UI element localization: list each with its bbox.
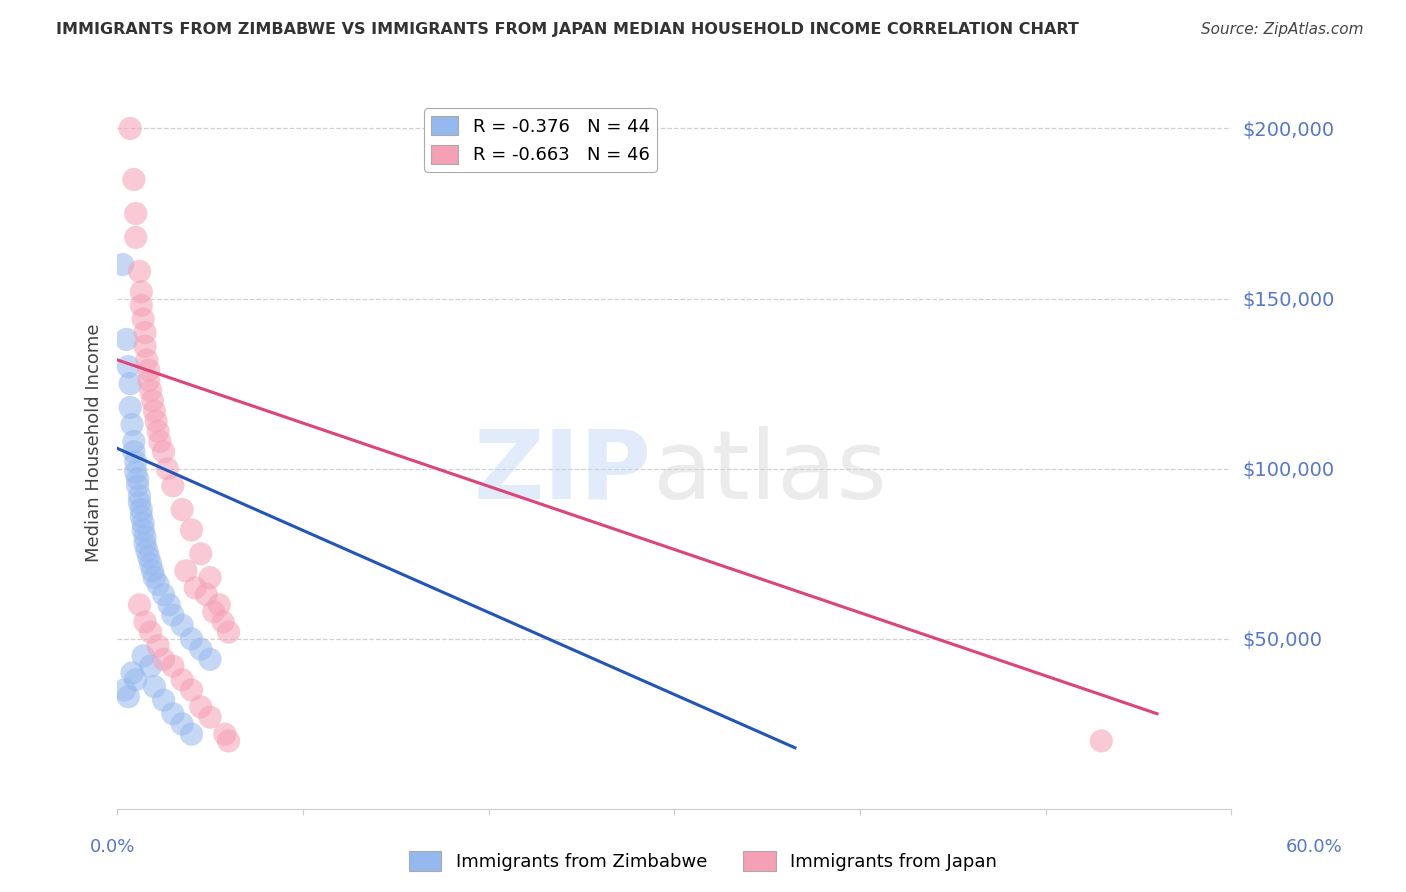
Point bbox=[120, 121, 142, 136]
Point bbox=[180, 523, 202, 537]
Point bbox=[190, 700, 212, 714]
Point bbox=[180, 727, 202, 741]
Point bbox=[184, 581, 207, 595]
Point bbox=[138, 373, 160, 387]
Point bbox=[152, 693, 174, 707]
Text: atlas: atlas bbox=[652, 426, 887, 519]
Point bbox=[131, 285, 153, 299]
Point bbox=[132, 312, 155, 326]
Point bbox=[127, 472, 149, 486]
Point bbox=[117, 359, 139, 374]
Point bbox=[208, 598, 231, 612]
Point bbox=[162, 706, 184, 721]
Point bbox=[172, 717, 194, 731]
Point bbox=[120, 376, 142, 391]
Point bbox=[135, 543, 157, 558]
Point bbox=[122, 444, 145, 458]
Point bbox=[122, 172, 145, 186]
Point bbox=[127, 479, 149, 493]
Point bbox=[139, 384, 162, 398]
Point bbox=[141, 564, 163, 578]
Point bbox=[120, 401, 142, 415]
Point bbox=[131, 298, 153, 312]
Point bbox=[134, 530, 156, 544]
Point bbox=[131, 502, 153, 516]
Point bbox=[143, 404, 166, 418]
Point bbox=[152, 588, 174, 602]
Point bbox=[141, 393, 163, 408]
Point bbox=[152, 444, 174, 458]
Point bbox=[146, 425, 169, 439]
Point bbox=[134, 536, 156, 550]
Point bbox=[125, 230, 148, 244]
Point bbox=[1090, 734, 1112, 748]
Point bbox=[134, 326, 156, 340]
Point bbox=[139, 625, 162, 640]
Point bbox=[146, 639, 169, 653]
Point bbox=[122, 434, 145, 449]
Point bbox=[212, 615, 235, 629]
Point bbox=[180, 632, 202, 646]
Point bbox=[214, 727, 236, 741]
Point bbox=[162, 479, 184, 493]
Text: IMMIGRANTS FROM ZIMBABWE VS IMMIGRANTS FROM JAPAN MEDIAN HOUSEHOLD INCOME CORREL: IMMIGRANTS FROM ZIMBABWE VS IMMIGRANTS F… bbox=[56, 22, 1080, 37]
Point bbox=[198, 710, 221, 724]
Point bbox=[125, 673, 148, 687]
Point bbox=[195, 588, 218, 602]
Point bbox=[218, 625, 240, 640]
Point bbox=[132, 648, 155, 663]
Point bbox=[139, 659, 162, 673]
Point bbox=[128, 489, 150, 503]
Y-axis label: Median Household Income: Median Household Income bbox=[86, 324, 103, 563]
Text: 0.0%: 0.0% bbox=[90, 838, 135, 855]
Point bbox=[162, 608, 184, 623]
Point bbox=[134, 615, 156, 629]
Point bbox=[156, 461, 179, 475]
Point bbox=[198, 571, 221, 585]
Point bbox=[132, 516, 155, 531]
Point bbox=[132, 523, 155, 537]
Point bbox=[172, 502, 194, 516]
Point bbox=[146, 577, 169, 591]
Point bbox=[125, 465, 148, 479]
Point bbox=[174, 564, 197, 578]
Point bbox=[172, 618, 194, 632]
Point bbox=[218, 734, 240, 748]
Point bbox=[172, 673, 194, 687]
Point bbox=[149, 434, 172, 449]
Text: 60.0%: 60.0% bbox=[1286, 838, 1343, 855]
Point bbox=[143, 680, 166, 694]
Text: Source: ZipAtlas.com: Source: ZipAtlas.com bbox=[1201, 22, 1364, 37]
Point bbox=[128, 264, 150, 278]
Point bbox=[143, 571, 166, 585]
Point bbox=[114, 682, 136, 697]
Point bbox=[190, 547, 212, 561]
Point bbox=[128, 598, 150, 612]
Point bbox=[145, 414, 167, 428]
Point bbox=[157, 598, 180, 612]
Point bbox=[138, 550, 160, 565]
Point bbox=[115, 333, 138, 347]
Point bbox=[152, 652, 174, 666]
Point bbox=[125, 455, 148, 469]
Point bbox=[202, 605, 225, 619]
Point bbox=[121, 417, 143, 432]
Point bbox=[128, 496, 150, 510]
Point bbox=[131, 509, 153, 524]
Point bbox=[125, 206, 148, 220]
Point bbox=[135, 352, 157, 367]
Point bbox=[138, 363, 160, 377]
Point bbox=[121, 665, 143, 680]
Text: ZIP: ZIP bbox=[474, 426, 652, 519]
Point bbox=[111, 258, 134, 272]
Point bbox=[180, 682, 202, 697]
Point bbox=[139, 557, 162, 571]
Point bbox=[162, 659, 184, 673]
Legend: Immigrants from Zimbabwe, Immigrants from Japan: Immigrants from Zimbabwe, Immigrants fro… bbox=[402, 844, 1004, 879]
Legend: R = -0.376   N = 44, R = -0.663   N = 46: R = -0.376 N = 44, R = -0.663 N = 46 bbox=[425, 109, 657, 171]
Point bbox=[134, 339, 156, 353]
Point bbox=[198, 652, 221, 666]
Point bbox=[117, 690, 139, 704]
Point bbox=[190, 642, 212, 657]
